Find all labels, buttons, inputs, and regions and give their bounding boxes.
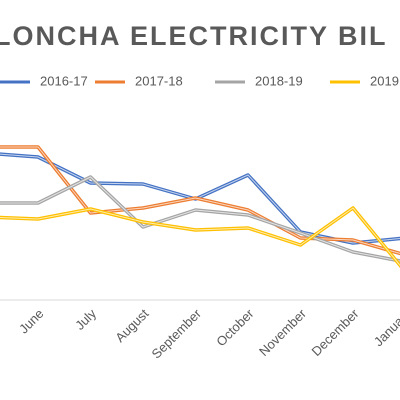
chart-title: LONCHA ELECTRICITY BIL: [0, 21, 388, 51]
series-line-highlight: [0, 146, 400, 254]
legend-label: 2016-17: [40, 73, 88, 88]
legend-label: 2019: [370, 73, 399, 88]
series-line-highlight: [0, 207, 400, 267]
legend-label: 2017-18: [135, 73, 183, 88]
series-line-highlight: [0, 176, 400, 262]
legend-label: 2018-19: [255, 73, 303, 88]
